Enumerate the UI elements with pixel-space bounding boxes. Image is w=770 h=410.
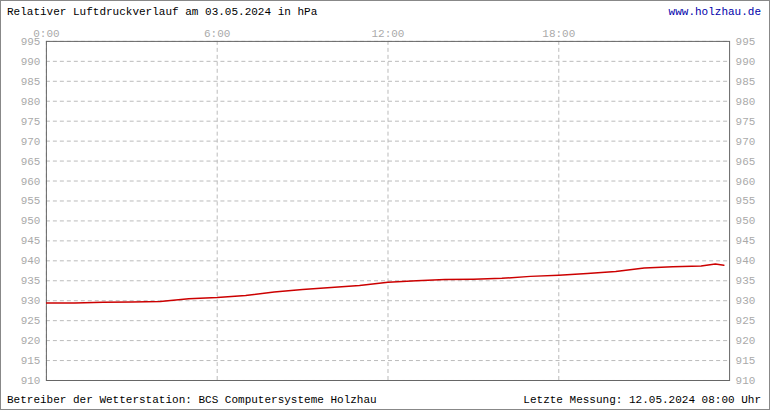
svg-text:915: 915 [21, 355, 41, 367]
svg-text:995: 995 [20, 35, 41, 48]
svg-text:6:00: 6:00 [204, 28, 230, 40]
svg-text:990: 990 [21, 56, 41, 68]
svg-text:935: 935 [21, 275, 41, 287]
svg-text:975: 975 [736, 116, 756, 128]
svg-text:955: 955 [736, 195, 756, 207]
svg-text:940: 940 [21, 255, 41, 267]
html-text:www.holzhau.de: www.holzhau.de [668, 6, 761, 18]
html-text:Betreiber der Wetterstation: B: Betreiber der Wetterstation: BCS Compute… [7, 394, 377, 406]
svg-text:990: 990 [736, 56, 756, 68]
svg-text:975: 975 [21, 116, 41, 128]
svg-text:950: 950 [21, 215, 41, 227]
svg-text:945: 945 [21, 235, 41, 247]
svg-text:935: 935 [736, 275, 756, 287]
svg-text:12:00: 12:00 [372, 28, 405, 40]
html-text:Letzte Messung: 12.05.2024 08:: Letzte Messung: 12.05.2024 08:00 Uhr [523, 394, 761, 406]
html-text:Relativer Luftdruckverlauf am: Relativer Luftdruckverlauf am 03.05.2024… [7, 6, 318, 18]
svg-text:980: 980 [21, 96, 41, 108]
svg-text:0:00: 0:00 [33, 28, 59, 40]
svg-text:915: 915 [736, 355, 756, 367]
svg-text:925: 925 [21, 315, 41, 327]
svg-text:945: 945 [736, 235, 756, 247]
svg-text:930: 930 [736, 295, 756, 307]
svg-text:925: 925 [736, 315, 756, 327]
svg-text:18:00: 18:00 [542, 28, 575, 40]
svg-text:980: 980 [736, 96, 756, 108]
svg-text:940: 940 [736, 255, 756, 267]
svg-text:910: 910 [736, 375, 756, 387]
svg-text:930: 930 [21, 295, 41, 307]
svg-text:970: 970 [21, 136, 41, 148]
svg-text:985: 985 [21, 76, 41, 88]
svg-text:960: 960 [21, 176, 41, 188]
svg-text:965: 965 [736, 156, 756, 168]
svg-text:910: 910 [21, 375, 41, 387]
svg-text:970: 970 [736, 136, 756, 148]
svg-text:995: 995 [736, 36, 756, 48]
svg-text:920: 920 [736, 335, 756, 347]
svg-text:920: 920 [21, 335, 41, 347]
svg-text:955: 955 [21, 195, 41, 207]
svg-text:965: 965 [21, 156, 41, 168]
svg-text:960: 960 [736, 176, 756, 188]
svg-text:950: 950 [736, 215, 756, 227]
svg-text:985: 985 [736, 76, 756, 88]
